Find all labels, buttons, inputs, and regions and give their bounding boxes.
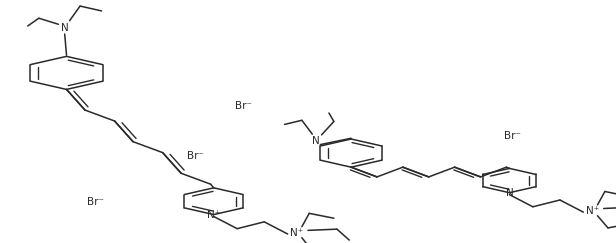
Text: Br⁻: Br⁻	[187, 150, 205, 161]
Text: Br⁻: Br⁻	[87, 197, 104, 207]
Text: N⁺: N⁺	[207, 209, 221, 220]
Text: Br⁻: Br⁻	[504, 131, 521, 141]
Text: N⁺: N⁺	[586, 206, 599, 216]
Text: N⁺: N⁺	[290, 228, 304, 238]
Text: Br⁻: Br⁻	[235, 101, 252, 111]
Text: N: N	[506, 188, 513, 198]
Text: N: N	[61, 23, 68, 33]
Text: N: N	[312, 136, 319, 146]
